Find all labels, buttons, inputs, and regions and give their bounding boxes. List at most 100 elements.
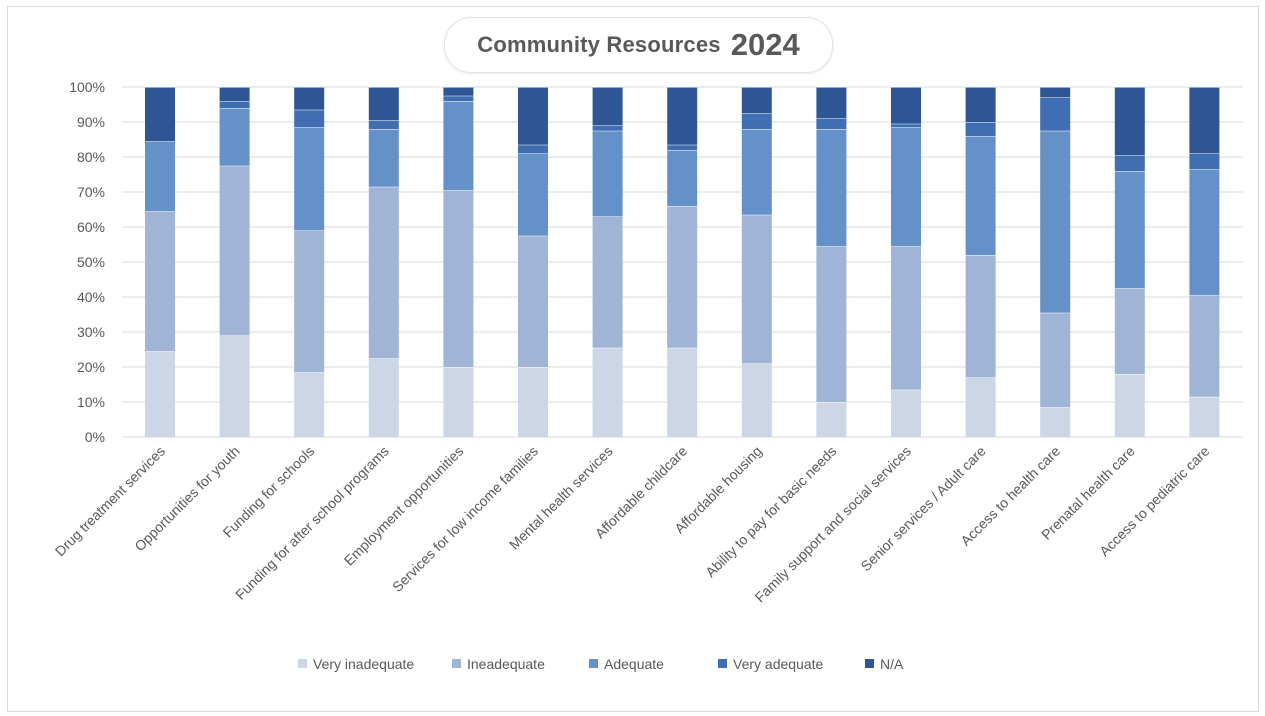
bar-segment bbox=[816, 118, 847, 129]
bar-segment bbox=[145, 141, 175, 212]
y-tick-label: 10% bbox=[77, 394, 105, 410]
bar-segment bbox=[1189, 87, 1220, 154]
bar-segment bbox=[518, 144, 548, 154]
bar-segment bbox=[965, 122, 996, 136]
bar-segment bbox=[1040, 87, 1071, 98]
bar-segment bbox=[145, 87, 175, 142]
chart-title-text: Community Resources bbox=[477, 32, 721, 57]
legend-label: Adequate bbox=[604, 656, 664, 672]
bar-segment bbox=[816, 87, 847, 119]
y-tick-label: 100% bbox=[69, 79, 105, 95]
bar-segment bbox=[518, 235, 548, 367]
legend-swatch bbox=[589, 659, 598, 668]
bar-segment bbox=[592, 130, 623, 217]
legend-swatch bbox=[298, 659, 307, 668]
bar-segment bbox=[294, 127, 325, 231]
bar-segment bbox=[741, 87, 772, 114]
y-tick-label: 30% bbox=[77, 324, 105, 340]
bar-segment bbox=[741, 214, 772, 364]
bar-segment bbox=[741, 113, 772, 129]
bar-segment bbox=[443, 87, 474, 96]
bar-segment bbox=[443, 367, 474, 437]
bar-segment bbox=[294, 372, 325, 437]
bar-segment bbox=[443, 95, 474, 101]
bar-segment bbox=[891, 389, 921, 437]
bar-segment bbox=[1114, 87, 1145, 156]
bar-segment bbox=[1114, 155, 1145, 171]
bar-segment bbox=[368, 129, 399, 187]
bar-segment bbox=[741, 129, 772, 215]
x-tick-label: Funding for after school programs bbox=[232, 443, 392, 603]
bar-segment bbox=[1189, 396, 1220, 437]
bar-segment bbox=[294, 109, 325, 128]
bar-segment bbox=[816, 246, 847, 402]
x-tick-label: Ability to pay for basic needs bbox=[702, 443, 839, 580]
bar-segment bbox=[1114, 171, 1145, 289]
x-tick-label: Family support and social services bbox=[751, 443, 914, 606]
y-tick-label: 90% bbox=[77, 114, 105, 130]
bar-segment bbox=[1189, 169, 1220, 296]
bar-segment bbox=[816, 129, 847, 247]
bar-segment bbox=[219, 101, 250, 108]
y-tick-label: 0% bbox=[85, 429, 105, 445]
y-tick-label: 40% bbox=[77, 289, 105, 305]
x-tick-label: Senior services / Adult care bbox=[857, 443, 988, 574]
bar-segment bbox=[145, 351, 175, 437]
bar-segment bbox=[219, 108, 250, 166]
bar-segment bbox=[667, 144, 698, 150]
y-tick-label: 20% bbox=[77, 359, 105, 375]
bar-segment bbox=[965, 87, 996, 122]
bar-segment bbox=[1040, 97, 1071, 131]
bar-segment bbox=[891, 87, 921, 124]
x-tick-label: Services for low income families bbox=[389, 443, 541, 595]
bar-segment bbox=[667, 347, 698, 437]
bar-segment bbox=[965, 136, 996, 255]
bar-segment bbox=[294, 230, 325, 373]
legend-label: N/A bbox=[880, 656, 904, 672]
bar-segment bbox=[741, 363, 772, 437]
chart-title: Community Resources 2024 bbox=[444, 17, 833, 73]
legend-label: Very inadequate bbox=[313, 656, 414, 672]
bar-segment bbox=[443, 190, 474, 367]
legend-label: Very adequate bbox=[733, 656, 824, 672]
bar-segment bbox=[145, 211, 175, 352]
bar-segment bbox=[518, 367, 548, 437]
bar-segment bbox=[1189, 153, 1220, 170]
bar-segment bbox=[1114, 374, 1145, 437]
bar-segment bbox=[816, 402, 847, 437]
bar-segment bbox=[518, 87, 548, 145]
bar-segment bbox=[667, 87, 698, 145]
y-tick-label: 50% bbox=[77, 254, 105, 270]
bar-segment bbox=[891, 123, 921, 128]
bar-segment bbox=[592, 347, 623, 437]
bar-segment bbox=[965, 377, 996, 437]
bar-segment bbox=[592, 125, 623, 131]
bar-segment bbox=[1114, 288, 1145, 374]
legend-swatch bbox=[865, 659, 874, 668]
bar-segment bbox=[891, 127, 921, 247]
bar-segment bbox=[368, 87, 399, 121]
bar-segment bbox=[443, 101, 474, 191]
bar-segment bbox=[592, 216, 623, 348]
bar-segment bbox=[368, 120, 399, 129]
legend-label: Ineadequate bbox=[467, 656, 545, 672]
bar-segment bbox=[1189, 295, 1220, 397]
legend-swatch bbox=[452, 659, 461, 668]
bar-segment bbox=[1040, 407, 1071, 437]
bar-segment bbox=[219, 165, 250, 336]
bar-segment bbox=[219, 87, 250, 101]
bar-segment bbox=[891, 246, 921, 390]
bar-segment bbox=[1040, 130, 1071, 313]
bar-segment bbox=[667, 206, 698, 348]
legend-swatch bbox=[718, 659, 727, 668]
y-tick-label: 80% bbox=[77, 149, 105, 165]
y-tick-label: 70% bbox=[77, 184, 105, 200]
x-tick-label: Employment opportunities bbox=[341, 443, 467, 569]
bar-segment bbox=[368, 186, 399, 359]
bar-segment bbox=[368, 358, 399, 437]
bar-segment bbox=[965, 255, 996, 378]
bar-segment bbox=[1040, 312, 1071, 408]
chart-title-year: 2024 bbox=[730, 27, 800, 62]
bar-segment bbox=[294, 87, 325, 110]
